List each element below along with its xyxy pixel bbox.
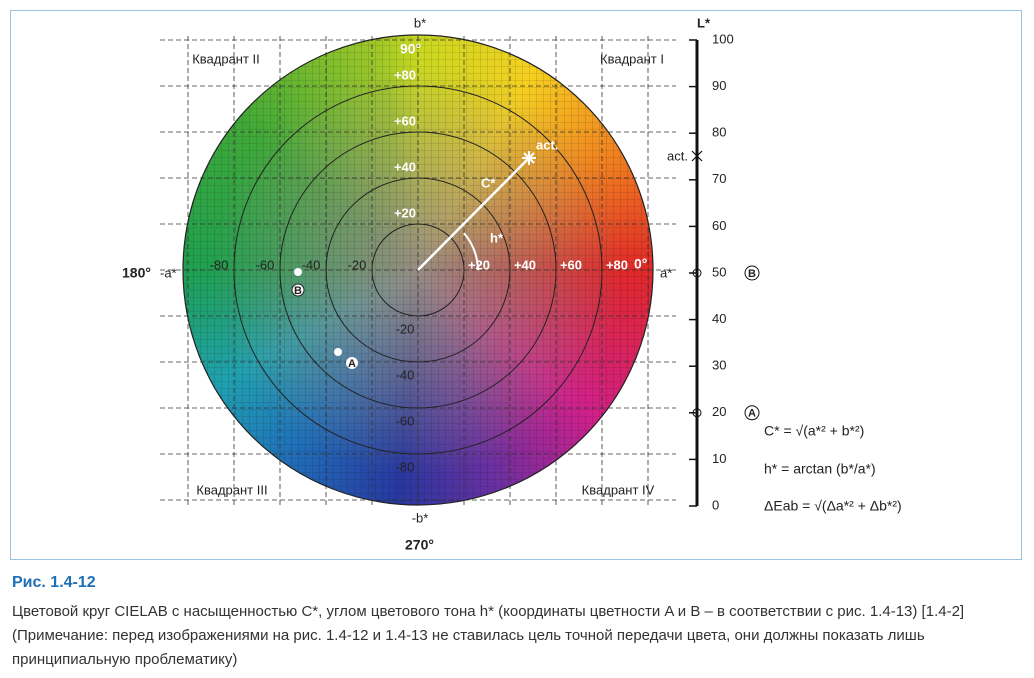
lightness-tick-label: 30	[712, 358, 726, 373]
a-tick-label: +60	[560, 257, 582, 272]
quadrant-label: Квадрант IV	[582, 482, 655, 497]
lightness-tick-label: 100	[712, 31, 734, 46]
angle-label: 180°	[122, 265, 151, 281]
b-tick-label: -20	[396, 321, 415, 336]
formula: C* = √(a*² + b*²)	[764, 423, 864, 439]
a-tick-label: -40	[302, 257, 321, 272]
lightness-tick-label: 50	[712, 264, 726, 279]
formula: h* = arctan (b*/a*)	[764, 461, 876, 477]
b-tick-label: -40	[396, 367, 415, 382]
lightness-title: L*	[697, 15, 711, 30]
lightness-marker	[692, 268, 702, 278]
vector-label: C*	[481, 175, 496, 190]
marker-label: B	[748, 268, 756, 280]
lightness-tick-label: 0	[712, 497, 719, 512]
chroma-circle	[325, 177, 511, 363]
b-tick-label: +40	[394, 159, 416, 174]
chroma-vector	[417, 157, 530, 271]
marker-badge	[744, 265, 760, 281]
point	[294, 268, 302, 276]
point-label: B	[294, 285, 302, 297]
chroma-circle	[371, 223, 465, 317]
b-tick-label: +60	[394, 113, 416, 128]
lightness-tick-label: 10	[712, 451, 726, 466]
lightness-tick-label: 80	[712, 125, 726, 140]
quadrant-label: Квадрант III	[196, 482, 267, 497]
a-tick-label: +20	[468, 257, 490, 272]
caption-line: (Примечание: перед изображениями на рис.…	[12, 627, 925, 644]
caption-line: Цветовой круг CIELAB с насыщенностью C*,…	[12, 603, 965, 620]
caption-line: принципиальную проблематику)	[12, 651, 238, 668]
chroma-circle	[233, 85, 603, 455]
lightness-tick-label: 40	[712, 311, 726, 326]
a-tick-label: +80	[606, 257, 628, 272]
a-tick-label: -20	[348, 257, 367, 272]
b-tick-label: +80	[394, 67, 416, 82]
quadrant-label: Квадрант II	[192, 51, 260, 66]
axis-label: -a*	[160, 265, 177, 280]
arc-label: h*	[490, 230, 504, 245]
angle-label: 0°	[634, 256, 647, 272]
b-tick-label: -80	[396, 459, 415, 474]
angle-label: 270°	[405, 537, 434, 553]
lightness-marker	[692, 408, 702, 418]
point-badge	[346, 357, 358, 369]
axis-label: b*	[414, 15, 426, 30]
lightness-tick-label: 60	[712, 218, 726, 233]
lightness-tick-label: 70	[712, 171, 726, 186]
a-tick-label: -80	[210, 257, 229, 272]
point-label: A	[348, 358, 356, 370]
caption-title: Рис. 1.4-12	[12, 574, 96, 591]
angle-label: 90°	[400, 41, 421, 57]
wheel-outline	[182, 34, 654, 506]
lightness-actual: act.	[667, 148, 688, 163]
actual-label: act.	[536, 137, 558, 152]
lightness-tick-label: 20	[712, 404, 726, 419]
axis-label: -b*	[412, 510, 429, 525]
a-tick-label: +40	[514, 257, 536, 272]
point-badge	[291, 283, 305, 297]
marker-label: A	[748, 408, 756, 420]
b-tick-label: -60	[396, 413, 415, 428]
point	[334, 348, 342, 356]
chroma-circle	[279, 131, 557, 409]
a-tick-label: -60	[256, 257, 275, 272]
actual-star	[522, 151, 536, 165]
quadrant-label: Квадрант I	[600, 51, 664, 66]
hue-arc	[463, 232, 479, 271]
b-tick-label: +20	[394, 205, 416, 220]
formula: ΔEab = √(Δa*² + Δb*²)	[764, 498, 902, 514]
axis-label: a*	[660, 265, 672, 280]
figure-frame	[10, 10, 1022, 560]
actual-cross	[691, 150, 703, 162]
lightness-tick-label: 90	[712, 78, 726, 93]
marker-badge	[744, 405, 760, 421]
